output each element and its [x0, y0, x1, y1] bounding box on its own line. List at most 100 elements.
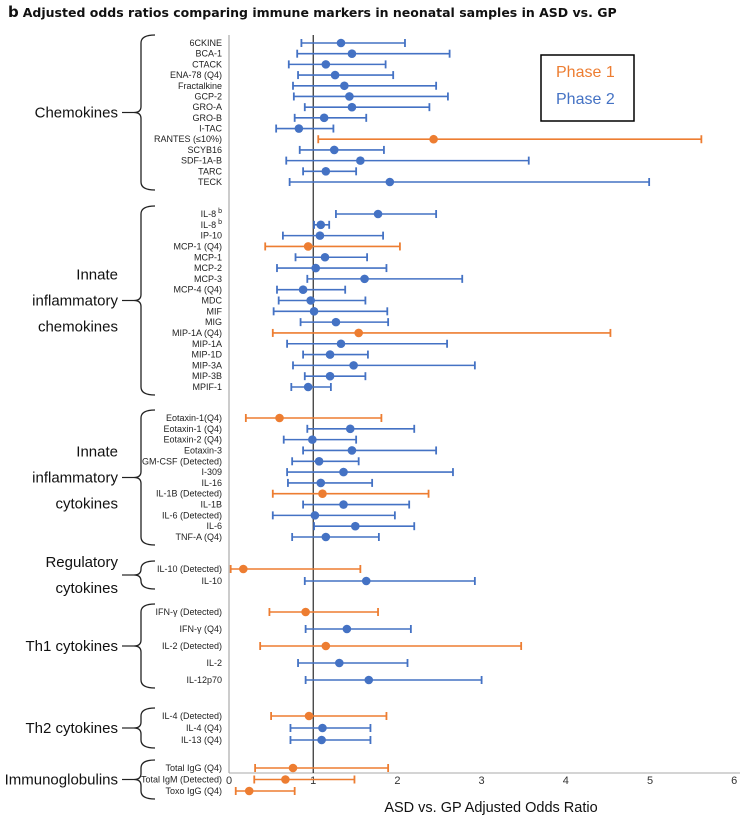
forest-row: MIF — [207, 306, 389, 316]
row-label: MIP-1D — [191, 350, 222, 360]
forest-row: IL-12p70 — [186, 675, 483, 685]
odds-ratio-point — [373, 209, 383, 219]
row-label: 6CKINE — [189, 38, 222, 48]
legend-box — [540, 54, 635, 122]
forest-row: I-309 — [201, 467, 454, 477]
row-label: RANTES (≤10%) — [154, 134, 222, 144]
forest-row: MIP-1A (Q4) — [172, 328, 612, 338]
group-5: Th2 cytokines IL-4 (Detected) IL-4 (Q4) IL-… — [25, 707, 388, 749]
forest-row: Total IgG (Q4) — [165, 763, 390, 773]
row-label: GRO-B — [192, 113, 222, 123]
row-label-text: SDF-1A-B — [181, 156, 222, 166]
forest-row: 6CKINE — [189, 38, 406, 48]
row-label-text: MIG — [205, 317, 222, 327]
forest-row: Eotaxin-1(Q4) — [166, 413, 383, 423]
forest-row: IL-10 (Detected) — [157, 564, 362, 574]
row-label-text: Total IgM (Detected) — [141, 775, 222, 785]
odds-ratio-point — [345, 424, 355, 434]
row-label: MCP-3 — [194, 274, 222, 284]
row-label-text: Eotaxin-3 — [184, 445, 222, 455]
group-6: Immunoglobulins Total IgG (Q4) Total IgM (… — [5, 759, 390, 800]
forest-row: GRO-A — [192, 102, 431, 112]
legend-phase-2: Phase 2 — [556, 91, 615, 108]
odds-ratio-point — [429, 134, 438, 144]
forest-row: IL-6 — [206, 521, 416, 531]
forest-row: GM-CSF (Detected) — [142, 456, 360, 466]
row-label-text: Fractalkine — [178, 81, 222, 91]
row-label-text: MIP-3B — [192, 371, 222, 381]
forest-row: GCP-2 — [194, 91, 449, 101]
odds-ratio-point — [319, 113, 329, 123]
row-label-text: IL-6 — [206, 521, 222, 531]
odds-ratio-point — [385, 177, 395, 187]
row-label-text: TNF-A (Q4) — [176, 532, 223, 542]
odds-ratio-point — [318, 723, 327, 733]
row-label-text: GCP-2 — [194, 91, 222, 101]
group-brace — [133, 707, 156, 749]
odds-ratio-point — [360, 274, 369, 284]
row-label: MIP-3B — [192, 371, 222, 381]
row-label-text: IFN-γ (Q4) — [180, 624, 223, 634]
row-label: IL-13 (Q4) — [181, 735, 222, 745]
forest-row: TARC — [198, 166, 358, 176]
row-label: IL-8 b — [201, 208, 223, 219]
row-label: IL-2 — [206, 658, 222, 668]
forest-row: BCA-1 — [195, 49, 451, 59]
row-label: MCP-2 — [194, 263, 222, 273]
group-brace — [133, 205, 156, 396]
odds-ratio-point — [239, 564, 248, 574]
row-label: IL-6 — [206, 521, 222, 531]
row-label-text: Toxo IgG (Q4) — [165, 786, 222, 796]
forest-row: Toxo IgG (Q4) — [165, 786, 296, 796]
row-label-text: MCP-4 (Q4) — [173, 285, 222, 295]
forest-row: MCP-1 — [194, 252, 368, 262]
odds-ratio-point — [340, 81, 349, 91]
x-tick-label: 5 — [647, 775, 653, 787]
x-tick-label: 3 — [479, 775, 485, 787]
row-label: IL-8 b — [201, 219, 223, 230]
row-label-text: RANTES (≤10%) — [154, 134, 222, 144]
odds-ratio-point — [321, 167, 331, 176]
row-label: MPIF-1 — [192, 382, 222, 392]
odds-ratio-point — [331, 317, 341, 327]
forest-row: MDC — [202, 296, 367, 306]
row-label: IL-6 (Detected) — [162, 510, 222, 520]
x-tick-label: 6 — [731, 775, 737, 787]
odds-ratio-point — [361, 576, 371, 586]
row-label-text: 6CKINE — [189, 38, 222, 48]
row-label: IL-10 — [201, 576, 222, 586]
odds-ratio-point — [364, 675, 374, 685]
row-label: IP-10 — [200, 231, 222, 241]
row-label: SDF-1A-B — [181, 156, 222, 166]
row-label: I-TAC — [199, 124, 222, 134]
forest-row: Eotaxin-1 (Q4) — [163, 424, 416, 434]
forest-row: MCP-2 — [194, 263, 388, 273]
odds-ratio-point — [316, 478, 326, 488]
forest-row: IL-8 b — [201, 219, 331, 230]
forest-row: Total IgM (Detected) — [141, 775, 356, 785]
row-label-text: BCA-1 — [195, 49, 222, 59]
odds-ratio-point — [308, 435, 317, 444]
row-label-superscript: b — [218, 219, 222, 226]
row-label-text: MCP-3 — [194, 274, 222, 284]
forest-row: IFN-γ (Detected) — [155, 607, 379, 617]
forest-row: Eotaxin-3 — [184, 445, 438, 455]
group-label: Regulatory — [45, 554, 118, 571]
odds-ratio-point — [298, 285, 308, 294]
odds-ratio-point — [320, 252, 330, 262]
row-label-text: IL-12p70 — [186, 675, 222, 685]
odds-ratio-point — [310, 511, 320, 520]
forest-row: IL-8 b — [201, 208, 438, 219]
group-brace — [133, 34, 156, 191]
chart-title: b Adjusted odds ratios comparing immune m… — [8, 3, 617, 21]
forest-row: IL-4 (Detected) — [162, 711, 388, 721]
forest-row: IFN-γ (Q4) — [180, 624, 412, 634]
row-label: IL-10 (Detected) — [157, 564, 222, 574]
row-label: IL-2 (Detected) — [162, 641, 222, 651]
row-label-text: IP-10 — [200, 231, 222, 241]
x-tick-label: 1 — [310, 775, 316, 787]
forest-row: MIG — [205, 317, 390, 327]
row-label: IL-12p70 — [186, 675, 222, 685]
